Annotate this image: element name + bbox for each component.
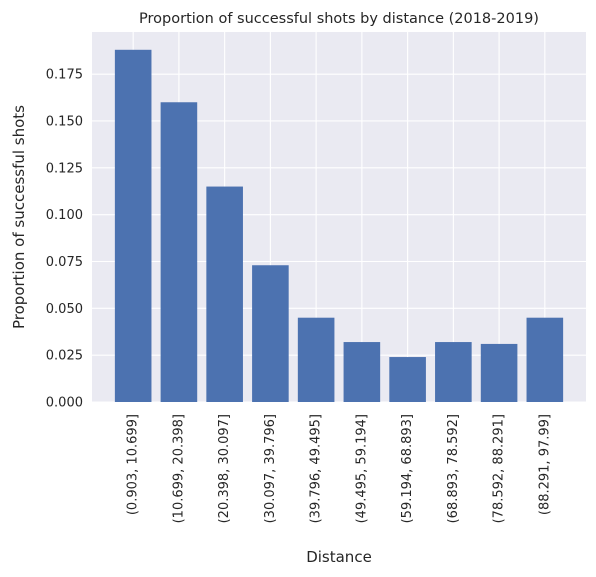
x-tick-label: (49.495, 59.194] (354, 414, 369, 523)
bar (526, 317, 564, 402)
bar (114, 49, 152, 402)
y-axis-label: Proportion of successful shots (10, 105, 28, 329)
y-tick-label: 0.175 (46, 68, 83, 83)
y-tick-label: 0.050 (46, 302, 83, 317)
x-tick-label: (20.398, 30.097] (217, 414, 232, 523)
y-tick-label: 0.075 (46, 255, 83, 270)
bar (389, 357, 426, 402)
y-tick-labels: 0.000 0.025 0.050 0.075 0.100 0.125 0.150 0.175 (46, 68, 83, 411)
chart-title: Proportion of successful shots by distan… (139, 11, 539, 27)
x-tick-label: (59.194, 68.893] (400, 414, 415, 523)
x-axis-label: Distance (306, 548, 372, 566)
x-tick-label: (78.592, 88.291] (492, 414, 507, 523)
x-tick-label: (10.699, 20.398] (171, 414, 186, 523)
x-tick-label: (30.097, 39.796] (263, 414, 278, 523)
bar (435, 342, 472, 402)
bar (480, 343, 518, 402)
bar (343, 342, 381, 402)
y-tick-label: 0.125 (46, 161, 83, 176)
bar (160, 102, 198, 402)
x-tick-labels: (0.903, 10.699] (10.699, 20.398] (20.398, … (126, 414, 553, 523)
y-tick-label: 0.150 (46, 114, 83, 129)
x-tick-label: (88.291, 97.99] (537, 414, 552, 515)
bar (297, 317, 335, 402)
y-tick-label: 0.000 (46, 396, 83, 411)
y-tick-label: 0.025 (46, 349, 83, 364)
bar (252, 265, 289, 402)
bar (206, 186, 243, 402)
x-tick-label: (39.796, 49.495] (309, 414, 324, 523)
x-tick-label: (68.893, 78.592] (446, 414, 461, 523)
x-tick-label: (0.903, 10.699] (126, 414, 141, 515)
bars (114, 49, 564, 402)
y-tick-label: 0.100 (46, 208, 83, 223)
